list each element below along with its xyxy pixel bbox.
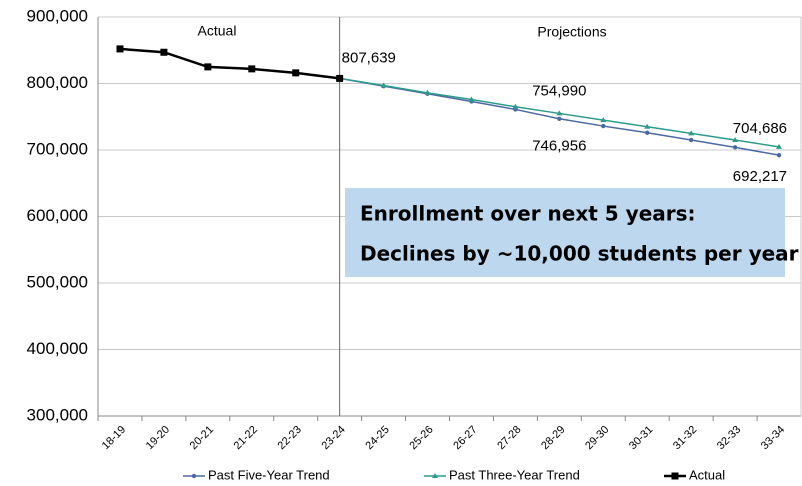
x-tick-label: 22-23 xyxy=(276,424,304,452)
x-tick-label: 23-24 xyxy=(319,424,347,452)
data-label: 754,990 xyxy=(532,82,586,99)
marker xyxy=(688,130,695,136)
marker xyxy=(160,48,168,56)
series-line xyxy=(119,47,340,80)
data-label: 746,956 xyxy=(532,138,586,155)
marker xyxy=(116,45,124,53)
marker xyxy=(432,473,438,478)
marker xyxy=(512,103,519,109)
data-label: 704,686 xyxy=(733,120,787,137)
marker xyxy=(600,117,607,123)
marker xyxy=(644,123,651,129)
marker xyxy=(776,143,783,149)
legend-label: Past Three-Year Trend xyxy=(449,467,580,482)
marker xyxy=(557,116,562,121)
x-tick-label: 33-34 xyxy=(759,424,787,452)
marker xyxy=(380,82,387,88)
marker xyxy=(191,473,197,479)
annotation: Enrollment over next 5 years: xyxy=(360,202,696,226)
marker xyxy=(336,74,344,82)
annotation: Actual xyxy=(198,23,237,39)
marker xyxy=(292,69,300,77)
marker xyxy=(556,110,563,116)
annotation: Projections xyxy=(537,24,606,40)
marker xyxy=(732,137,739,143)
marker xyxy=(204,63,212,71)
marker xyxy=(468,96,475,102)
annotation-box xyxy=(345,188,785,277)
marker xyxy=(776,152,782,158)
x-tick-label: 26-27 xyxy=(451,424,479,452)
y-tick-label: 400,000 xyxy=(27,339,88,358)
x-tick-label: 30-31 xyxy=(627,424,655,452)
x-tick-label: 19-20 xyxy=(144,424,172,452)
x-tick-label: 20-21 xyxy=(188,424,216,452)
x-tick-label: 32-33 xyxy=(715,424,743,452)
annotation: Declines by ~10,000 students per year xyxy=(360,242,799,266)
data-label: 807,639 xyxy=(342,49,396,66)
y-tick-label: 300,000 xyxy=(27,405,88,424)
marker xyxy=(601,123,606,129)
marker xyxy=(732,145,738,150)
x-tick-label: 29-30 xyxy=(583,424,611,452)
legend-label: Actual xyxy=(689,467,725,482)
x-tick-label: 24-25 xyxy=(363,424,391,452)
marker xyxy=(688,137,694,143)
y-tick-label: 500,000 xyxy=(27,272,88,291)
x-tick-label: 27-28 xyxy=(495,424,523,452)
x-tick-label: 18-19 xyxy=(100,424,128,452)
marker xyxy=(248,65,256,73)
data-label: 692,217 xyxy=(733,168,787,185)
x-tick-label: 28-29 xyxy=(539,424,567,452)
marker xyxy=(424,89,431,95)
y-tick-label: 900,000 xyxy=(27,6,88,25)
x-tick-label: 25-26 xyxy=(407,424,435,452)
marker xyxy=(671,472,679,480)
x-tick-label: 21-22 xyxy=(232,424,260,452)
x-tick-label: 31-32 xyxy=(671,424,699,452)
y-tick-label: 600,000 xyxy=(27,206,88,225)
y-tick-label: 800,000 xyxy=(27,73,88,92)
marker xyxy=(645,130,650,135)
y-tick-label: 700,000 xyxy=(27,139,88,158)
legend-label: Past Five-Year Trend xyxy=(208,467,330,482)
